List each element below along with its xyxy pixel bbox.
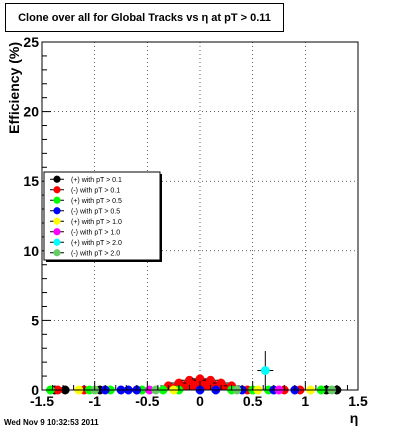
x-tick-label: 0.5	[243, 393, 263, 409]
chart-title-text: Clone over all for Global Tracks vs η at…	[18, 11, 271, 24]
x-tick-label: -0.5	[135, 393, 159, 409]
y-tick-label: 25	[23, 34, 39, 50]
legend-marker	[53, 217, 61, 225]
legend-marker	[53, 207, 61, 215]
y-tick-label: 15	[23, 173, 39, 189]
y-tick-label: 10	[23, 243, 39, 259]
chart-title: Clone over all for Global Tracks vs η at…	[5, 3, 284, 32]
data-point-series-1	[206, 375, 215, 385]
legend-marker	[53, 186, 61, 194]
y-tick-label: 5	[31, 312, 39, 328]
data-point-series-6	[260, 366, 270, 375]
x-tick-label: -1	[88, 393, 101, 409]
timestamp: Wed Nov 9 10:32:53 2011	[4, 418, 99, 427]
x-tick-label: -1.5	[30, 393, 54, 409]
legend-entry: (+) with pT > 0.5	[71, 198, 122, 205]
legend-marker	[53, 228, 61, 236]
legend-marker	[53, 238, 61, 246]
legend-entry: (+) with pT > 2.0	[71, 240, 122, 247]
legend-entry: (-) with pT > 0.1	[71, 187, 120, 194]
legend-entry: (-) with pT > 1.0	[71, 229, 120, 236]
x-tick-label: 0	[196, 393, 204, 409]
legend-marker	[53, 175, 61, 183]
legend-entry: (+) with pT > 1.0	[71, 219, 122, 226]
legend: (+) with pT > 0.1 (-) with pT > 0.1 (+) wi…	[43, 171, 162, 262]
legend-marker	[53, 249, 61, 257]
legend-entry: (-) with pT > 0.5	[71, 208, 120, 215]
x-tick-label: 1	[301, 393, 309, 409]
x-axis-label: η	[350, 410, 359, 426]
axis-labels: -1.5 -1 -0.5 0 0.5 1 1.5 0 5 10 15 20 25 η Efficiency …	[6, 34, 368, 426]
x-tick-label: 1.5	[348, 393, 368, 409]
legend-box	[43, 171, 161, 261]
y-axis-label: Efficiency (%)	[6, 42, 22, 134]
data-point-series-1	[185, 375, 194, 385]
legend-marker	[53, 196, 61, 204]
y-tick-label: 20	[23, 104, 39, 120]
legend-entry: (-) with pT > 2.0	[71, 250, 120, 257]
y-tick-label: 0	[31, 382, 39, 398]
legend-entry: (+) with pT > 0.1	[71, 177, 122, 184]
axis-ticks	[41, 41, 359, 391]
